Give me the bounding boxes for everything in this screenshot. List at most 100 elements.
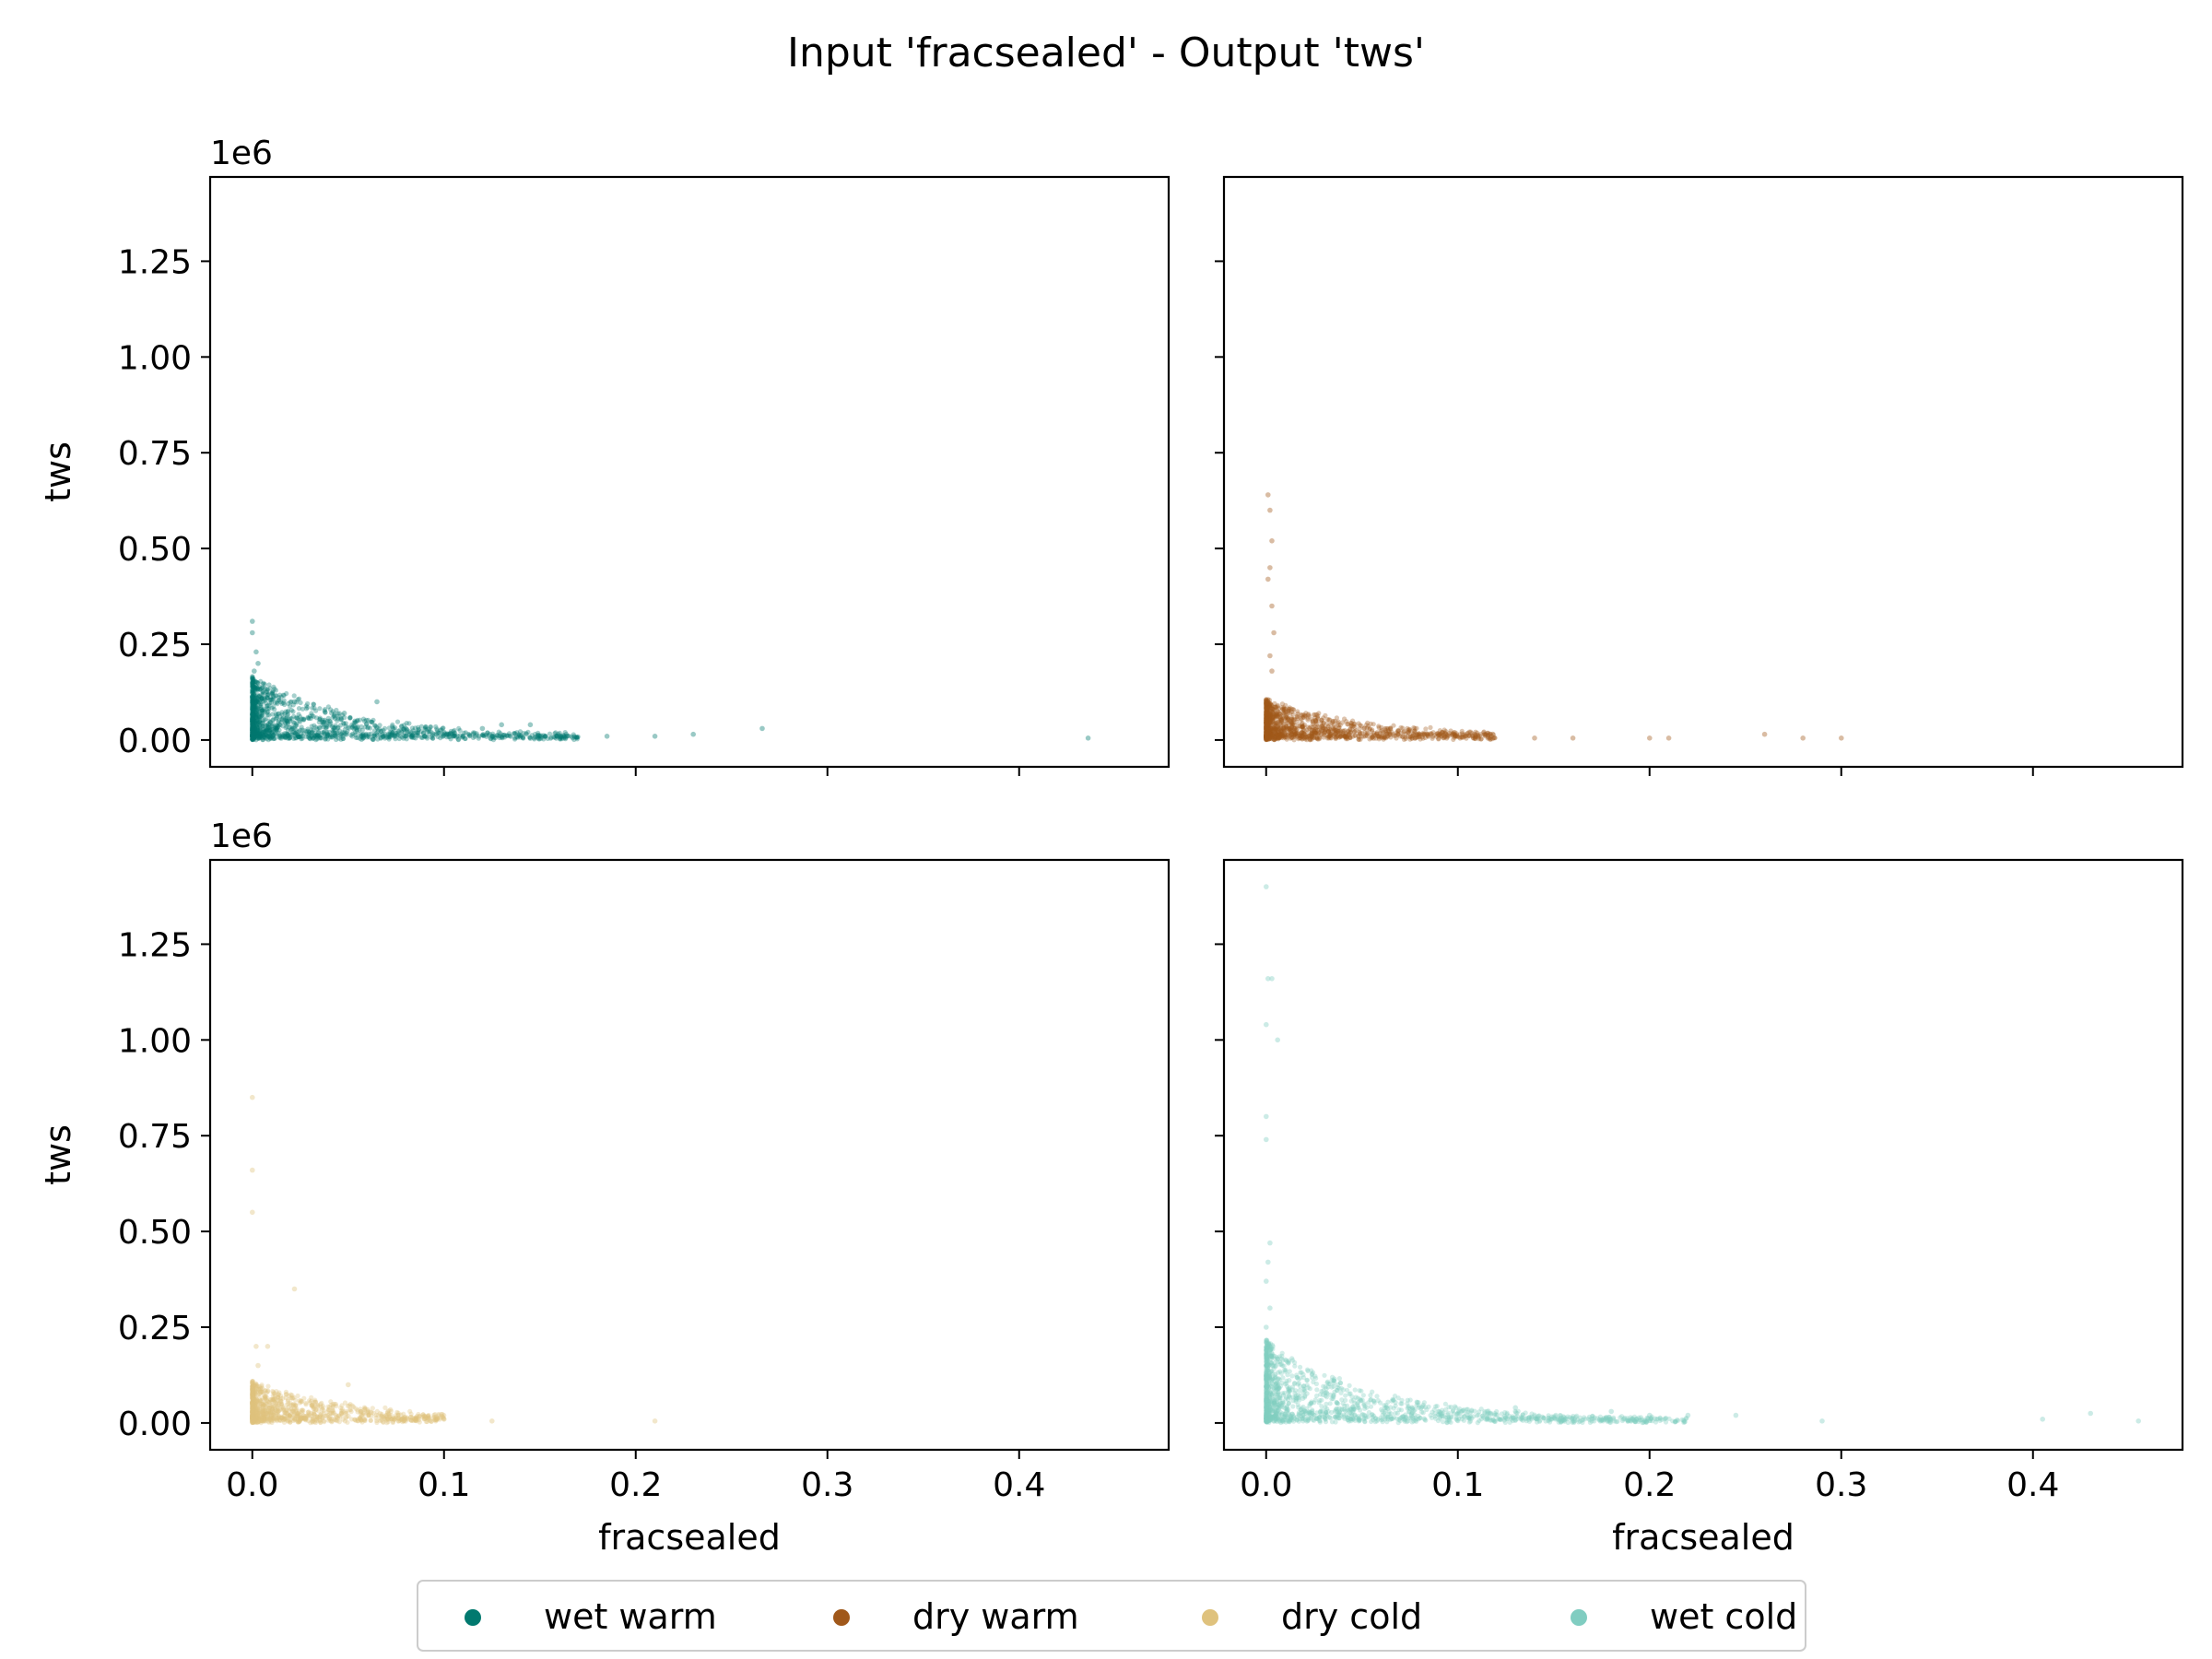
data-point [1481,732,1487,737]
data-point [1264,708,1269,713]
data-point [1306,712,1312,717]
data-point [333,733,338,738]
data-point [382,1416,388,1422]
data-point [1274,727,1279,733]
data-point [446,734,452,739]
data-point [250,720,255,725]
data-point [250,1411,255,1417]
data-point [250,1401,255,1406]
data-point [1377,731,1382,736]
data-point [263,1407,268,1414]
data-point [306,729,312,735]
data-point [440,1411,445,1418]
data-point [256,713,262,719]
data-point [329,1416,335,1421]
data-point [253,686,258,692]
data-point [420,731,426,736]
data-point [264,687,269,692]
data-point [378,728,384,734]
data-point [256,1417,262,1422]
data-point [1265,718,1270,724]
data-point [1264,730,1269,735]
data-point [291,1409,297,1415]
data-point [365,725,371,731]
data-point [287,1408,292,1414]
data-point [1282,728,1288,734]
data-point [256,1416,262,1421]
data-point [441,733,447,738]
data-point [1264,735,1269,740]
data-point [1342,727,1347,734]
data-point [1268,728,1274,734]
data-point [301,1413,307,1418]
data-point [1412,730,1418,735]
data-point [264,736,269,742]
data-point [262,1417,267,1422]
data-point [1273,736,1278,742]
data-point [447,731,453,736]
data-point [1282,735,1288,740]
data-point [481,733,487,738]
data-point [251,1394,256,1399]
data-point [286,732,291,737]
data-point [1457,735,1463,741]
data-point [1264,735,1269,741]
data-point [1341,734,1347,739]
data-point [279,732,285,737]
data-point [253,729,258,735]
data-point [323,736,328,742]
data-point [1264,715,1269,721]
data-point [287,735,292,741]
data-point [542,733,548,738]
data-point [1264,705,1269,712]
data-point [1265,722,1270,727]
data-point [322,729,327,735]
data-point [1280,707,1286,712]
data-point [414,730,420,735]
data-point [259,696,265,701]
data-point [254,695,260,700]
data-point [1288,706,1294,712]
data-point [250,733,255,738]
data-point [1325,724,1331,730]
data-point [1293,731,1299,736]
data-point [1264,718,1269,724]
data-point [314,734,320,739]
data-point [449,731,454,736]
data-point [1264,729,1269,735]
data-point [1272,725,1277,731]
data-point [1273,712,1278,717]
data-point [266,712,272,718]
data-point [250,729,255,735]
data-point [250,700,255,706]
data-point [1264,733,1270,738]
data-point [251,732,256,737]
data-point [250,1379,255,1384]
data-point [257,733,263,739]
data-point [270,1406,276,1412]
data-point [260,1414,265,1419]
data-point [251,708,256,714]
data-point [1266,703,1272,709]
data-point [1274,704,1279,711]
data-point [330,709,335,714]
data-point [250,1419,255,1425]
data-point [1264,733,1269,739]
data-point [276,733,282,738]
data-point [254,715,260,721]
data-point [1265,731,1270,737]
data-point [259,1412,265,1418]
data-point [1280,732,1286,737]
data-point [1464,1411,1469,1417]
data-point [1264,732,1269,737]
data-point [1315,731,1321,736]
data-point [1273,727,1278,733]
data-point [1274,733,1279,738]
data-point [1369,735,1374,741]
data-point [289,724,295,730]
data-point [1405,730,1411,735]
data-point [479,725,486,732]
data-point [250,679,255,685]
data-point [1269,719,1275,724]
data-point [1264,704,1269,710]
